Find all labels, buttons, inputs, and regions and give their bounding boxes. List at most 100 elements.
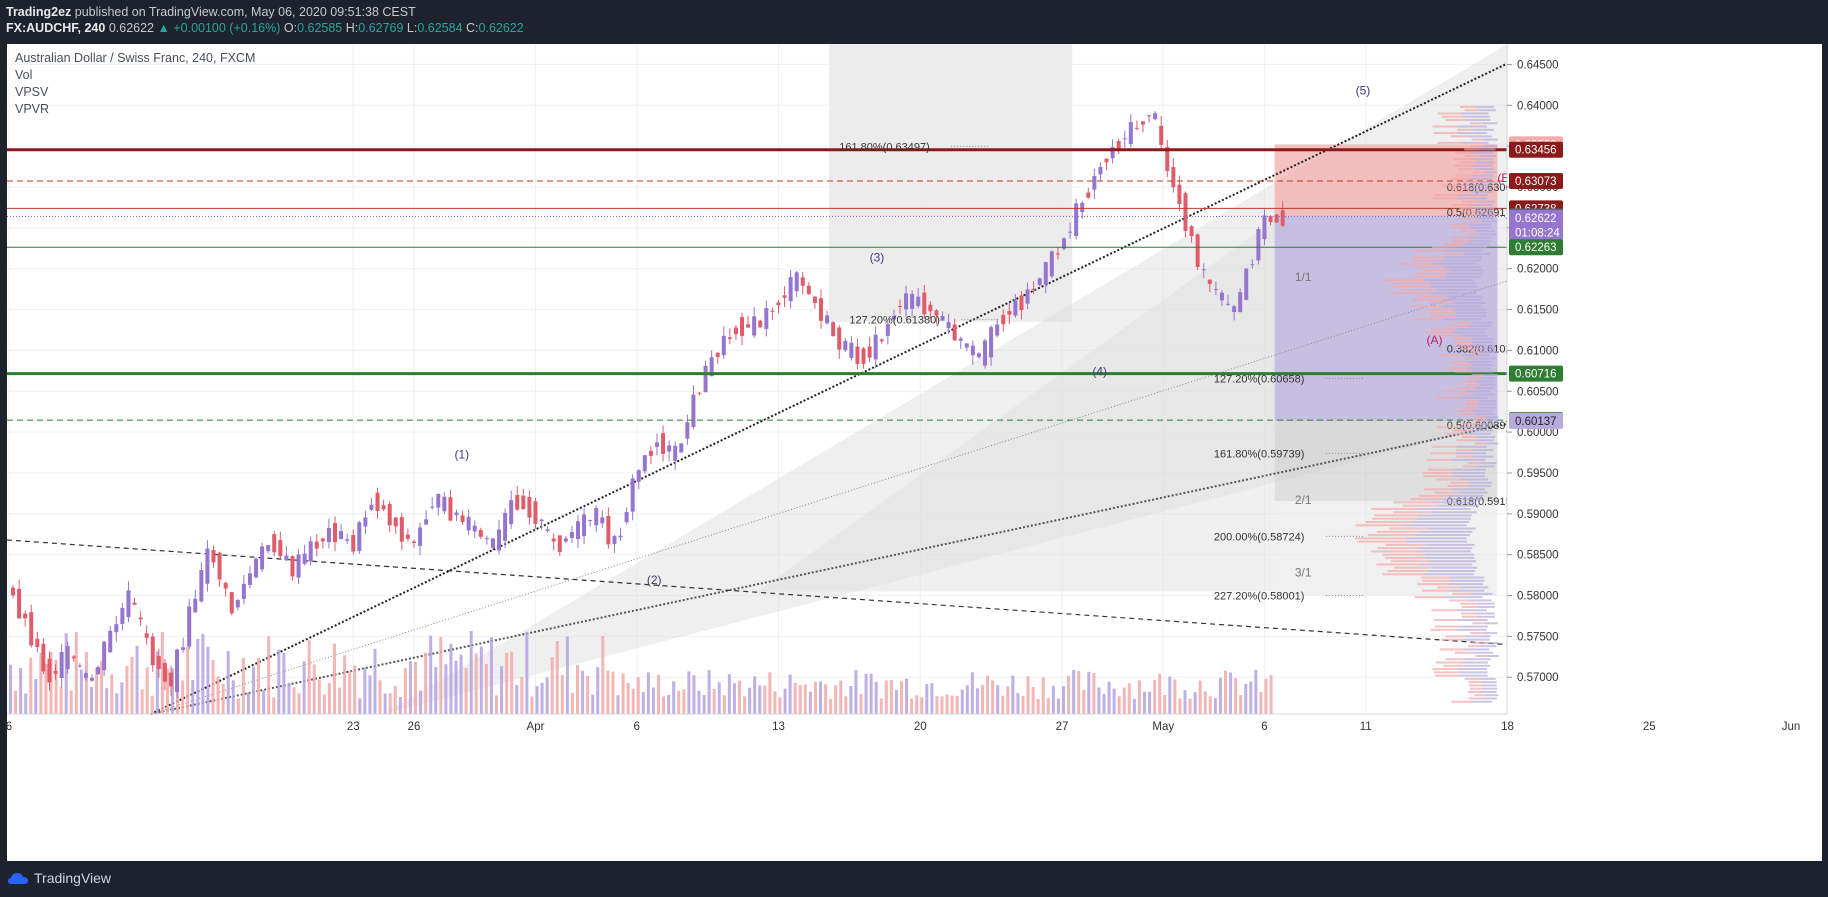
candle xyxy=(223,582,228,589)
candle xyxy=(630,478,635,512)
vp-bar-up xyxy=(1472,337,1494,340)
indicator-vpsv[interactable]: VPSV xyxy=(15,85,49,99)
vp-bar-up xyxy=(1426,543,1475,546)
vp-bar-down xyxy=(1421,576,1450,579)
vp-bar-up xyxy=(1477,422,1496,425)
candle xyxy=(788,277,793,302)
vp-bar-up xyxy=(1477,181,1496,184)
price-tag-bg[interactable] xyxy=(1509,173,1563,190)
volume-bar xyxy=(560,674,564,714)
trendline-down[interactable] xyxy=(7,539,1508,646)
trendline-3x1[interactable] xyxy=(150,422,1508,715)
tradingview-logo[interactable]: TradingView xyxy=(8,870,111,886)
volume-bar xyxy=(226,650,230,714)
symbol-label[interactable]: FX:AUDCHF, 240 xyxy=(6,21,106,35)
candle xyxy=(648,450,653,456)
vp-bar-up xyxy=(1430,282,1477,285)
vp-bar-up xyxy=(1478,213,1496,216)
candle xyxy=(1280,210,1285,226)
volume-bar xyxy=(1148,691,1152,714)
vp-bar-down xyxy=(1382,573,1424,576)
vp-bar-up xyxy=(1460,112,1489,115)
vp-bar-up xyxy=(1417,517,1472,520)
trendline-2x1[interactable] xyxy=(150,280,1508,715)
price-tag-bg[interactable] xyxy=(1509,365,1563,382)
vp-bar-down xyxy=(1459,347,1476,350)
chart-title[interactable]: Australian Dollar / Swiss Franc, 240, FX… xyxy=(15,51,256,65)
published-text: published on TradingView.com, May 06, 20… xyxy=(74,5,416,19)
vp-bar-down xyxy=(1434,334,1459,337)
volume-bar xyxy=(727,674,731,714)
vp-bar-down xyxy=(1458,386,1475,389)
candle xyxy=(260,546,265,570)
volume-bar xyxy=(991,680,995,714)
vp-bar-up xyxy=(1479,357,1496,360)
price-tag-bg[interactable] xyxy=(1509,209,1563,226)
price-tag-label: 0.62622 xyxy=(1515,213,1557,225)
volume-bar xyxy=(626,682,630,714)
indicator-vol[interactable]: Vol xyxy=(15,68,33,82)
vp-bar-up xyxy=(1470,592,1493,595)
volume-bar xyxy=(201,634,205,714)
vp-bar-up xyxy=(1481,681,1497,684)
vp-bar-up xyxy=(1477,380,1496,383)
volume-bar xyxy=(1026,676,1030,714)
volume-bar xyxy=(1006,686,1010,714)
candle xyxy=(910,293,915,309)
vp-bar-up xyxy=(1464,243,1491,246)
vp-bar-up xyxy=(1469,203,1493,206)
price-tag-bg[interactable] xyxy=(1509,141,1563,158)
y-tick-label: 0.57000 xyxy=(1517,672,1559,684)
vp-bar-up xyxy=(1479,233,1497,236)
vp-bar-up xyxy=(1473,128,1494,131)
candle xyxy=(217,552,222,580)
candle xyxy=(1147,115,1152,117)
vp-bar-up xyxy=(1454,468,1486,471)
publisher-name[interactable]: Trading2ez xyxy=(6,5,72,19)
chart-area[interactable]: 161.80%(0.63497)0.618(0.63002)0.5(0.6269… xyxy=(7,44,1822,861)
candle xyxy=(1140,121,1145,125)
volume-bar xyxy=(748,687,752,714)
vp-bar-up xyxy=(1407,540,1468,543)
vp-bar-down xyxy=(1393,285,1432,288)
volume-bar xyxy=(348,670,352,714)
x-tick-label: 6 xyxy=(1261,721,1267,733)
vp-bar-down xyxy=(1422,269,1451,272)
vp-bar-down xyxy=(1464,148,1479,151)
price-chart[interactable]: 161.80%(0.63497)0.618(0.63002)0.5(0.6269… xyxy=(7,44,1822,861)
price-tag-bg[interactable] xyxy=(1509,239,1563,256)
volume-bar xyxy=(479,646,483,714)
volume-bar xyxy=(267,636,271,714)
vp-bar-up xyxy=(1454,302,1487,305)
candle xyxy=(83,673,88,678)
candle xyxy=(308,541,313,562)
volume-bar xyxy=(1158,673,1162,714)
candle xyxy=(405,534,410,539)
volume-bar xyxy=(1259,692,1263,714)
header-bar: Trading2ez published on TradingView.com,… xyxy=(0,0,1828,44)
candle xyxy=(1055,253,1060,255)
candle xyxy=(819,298,823,321)
indicator-vpvr[interactable]: VPVR xyxy=(15,102,50,116)
volume-bar xyxy=(864,673,868,714)
candle xyxy=(1098,166,1103,175)
vp-bar-down xyxy=(1467,690,1481,693)
price-tag-bg[interactable] xyxy=(1509,224,1563,241)
candle xyxy=(1049,251,1054,277)
vp-bar-up xyxy=(1459,396,1489,399)
y-tick-label: 0.58000 xyxy=(1517,591,1559,603)
candle xyxy=(873,334,878,360)
volume-bar xyxy=(74,632,78,714)
vp-bar-up xyxy=(1431,501,1477,504)
volume-bar xyxy=(474,653,478,714)
candle xyxy=(314,541,319,549)
vp-bar-down xyxy=(1436,478,1460,481)
vp-bar-down xyxy=(1460,105,1476,108)
candle xyxy=(320,538,325,542)
vp-bar-up xyxy=(1482,145,1498,148)
volume-bar xyxy=(981,685,984,714)
candle xyxy=(369,504,374,510)
vp-bar-down xyxy=(1414,596,1446,599)
price-tag-bg[interactable] xyxy=(1509,412,1563,429)
vp-bar-up xyxy=(1465,390,1491,393)
